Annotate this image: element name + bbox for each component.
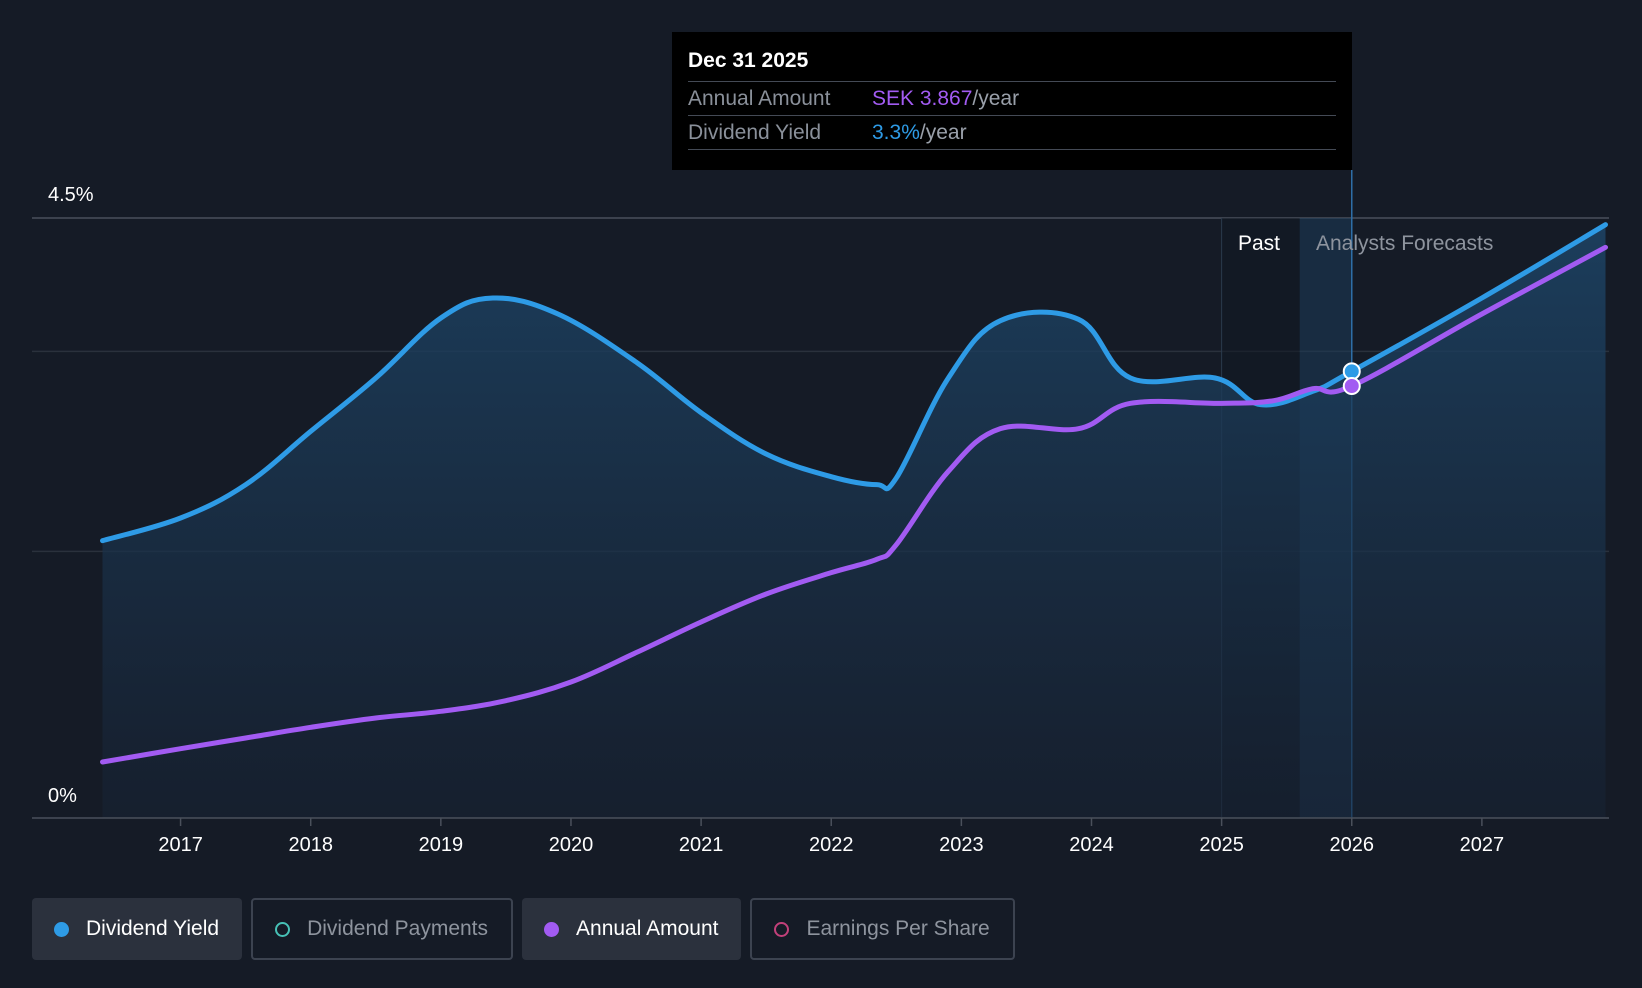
legend-dividend-yield[interactable]: Dividend Yield: [32, 898, 243, 960]
tooltip-label: Dividend Yield: [688, 120, 822, 144]
chart-legend: Dividend Yield Dividend Payments Annual …: [32, 898, 1015, 960]
legend-dividend-payments[interactable]: Dividend Payments: [251, 898, 514, 960]
legend-annual-amount[interactable]: Annual Amount: [522, 898, 742, 960]
dividend-yield-marker: [1342, 362, 1361, 381]
x-tick-label: 2026: [1330, 834, 1375, 856]
legend-label: Dividend Payments: [307, 917, 489, 940]
tooltip-value: SEK 3.867: [872, 86, 973, 110]
y-axis-label-bottom: 0%: [48, 785, 77, 807]
legend-label: Annual Amount: [576, 917, 719, 940]
tooltip-date: Dec 31 2025: [688, 49, 809, 72]
tooltip-unit: /year: [972, 86, 1020, 110]
legend-label: Earnings Per Share: [806, 917, 990, 940]
chart-tooltip: Dec 31 2025 Annual Amount SEK 3.867 /yea…: [672, 32, 1352, 170]
legend-earnings-per-share[interactable]: Earnings Per Share: [750, 898, 1015, 960]
x-tick-label: 2024: [1069, 834, 1114, 856]
x-tick-label: 2022: [809, 834, 854, 856]
legend-dot-icon: [544, 921, 560, 937]
tooltip-row-annual-amount: Annual Amount SEK 3.867 /year: [688, 81, 1336, 115]
tooltip-label: Annual Amount: [688, 86, 831, 110]
legend-ring-icon: [774, 921, 790, 937]
x-tick-label: 2017: [158, 834, 203, 856]
forecast-label: Analysts Forecasts: [1316, 232, 1493, 255]
tooltip-value: 3.3%: [872, 120, 920, 144]
x-tick-label: 2019: [419, 834, 464, 856]
legend-label: Dividend Yield: [86, 917, 220, 940]
legend-ring-icon: [275, 921, 291, 937]
x-tick-label: 2023: [939, 834, 984, 856]
y-axis-label-top: 4.5%: [48, 184, 94, 206]
x-tick-label: 2018: [288, 834, 333, 856]
x-tick-label: 2021: [679, 834, 724, 856]
dividend-yield-line: [100, 222, 1609, 544]
tooltip-row-dividend-yield: Dividend Yield 3.3% /year: [688, 115, 1336, 150]
tooltip-unit: /year: [919, 120, 967, 144]
annual-amount-line: [100, 244, 1609, 765]
x-tick-label: 2025: [1199, 834, 1244, 856]
past-label: Past: [1238, 232, 1280, 255]
x-tick-label: 2020: [549, 834, 594, 856]
legend-dot-icon: [54, 921, 69, 937]
dividend-yield-area: [102, 224, 1606, 818]
annual-amount-marker: [1342, 377, 1361, 395]
x-tick-label: 2027: [1460, 834, 1505, 856]
